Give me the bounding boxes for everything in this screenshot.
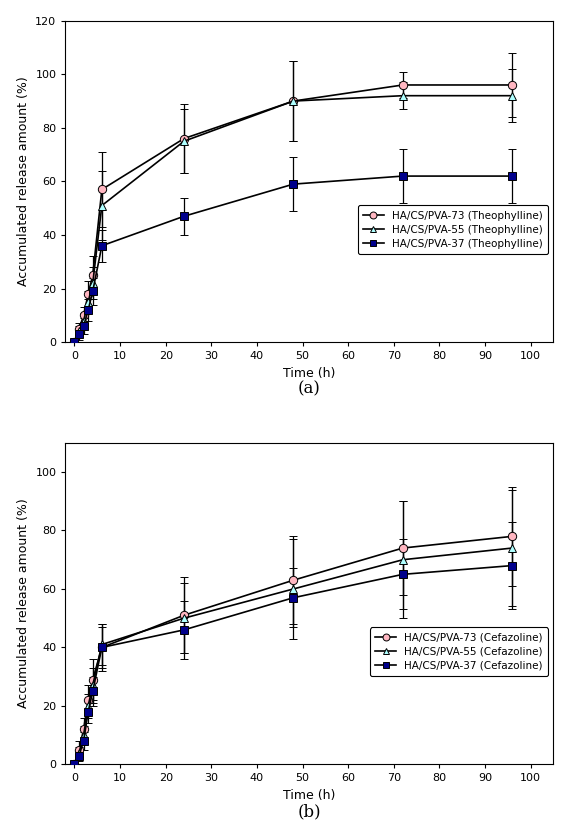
X-axis label: Time (h): Time (h) (283, 789, 336, 802)
Legend: HA/CS/PVA-73 (Theophylline), HA/CS/PVA-55 (Theophylline), HA/CS/PVA-37 (Theophyl: HA/CS/PVA-73 (Theophylline), HA/CS/PVA-5… (358, 205, 548, 254)
Y-axis label: Accumulated release amount (%): Accumulated release amount (%) (17, 77, 30, 287)
Text: (b): (b) (298, 803, 321, 820)
X-axis label: Time (h): Time (h) (283, 367, 336, 380)
Legend: HA/CS/PVA-73 (Cefazoline), HA/CS/PVA-55 (Cefazoline), HA/CS/PVA-37 (Cefazoline): HA/CS/PVA-73 (Cefazoline), HA/CS/PVA-55 … (370, 627, 548, 676)
Y-axis label: Accumulated release amount (%): Accumulated release amount (%) (17, 499, 30, 708)
Text: (a): (a) (298, 381, 321, 398)
